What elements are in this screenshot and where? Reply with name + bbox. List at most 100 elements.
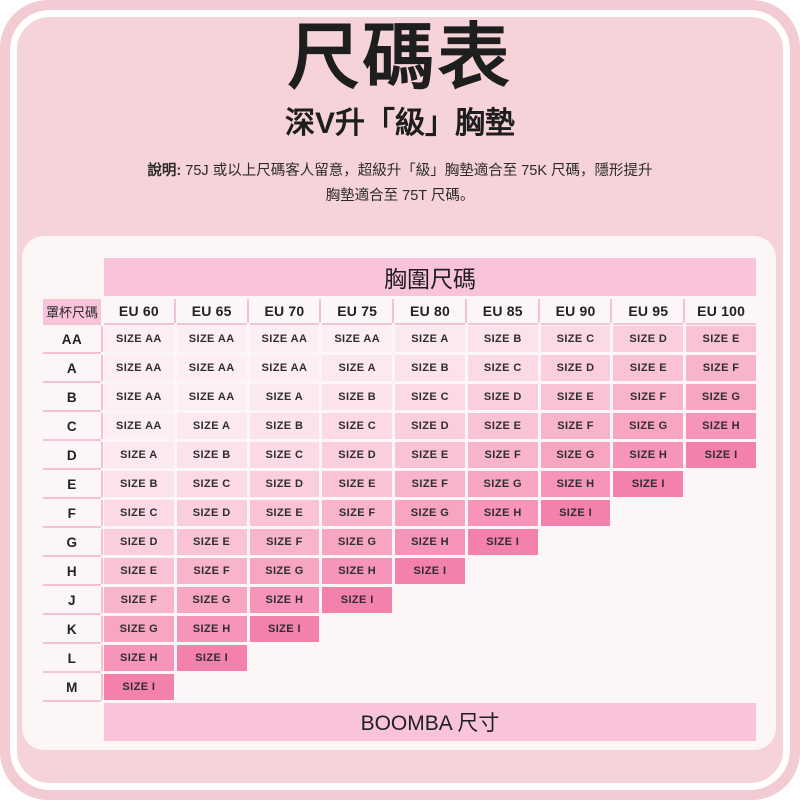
size-cell: SIZE F: [104, 587, 174, 613]
size-cell: SIZE I: [176, 645, 247, 671]
table-footer-blank: [43, 703, 101, 741]
size-cell: SIZE I: [322, 587, 393, 613]
size-cell: SIZE G: [395, 500, 465, 526]
size-cell: SIZE I: [540, 500, 611, 526]
empty-cell: [686, 674, 756, 700]
eu-column-header: EU 90: [541, 299, 611, 323]
size-cell: SIZE I: [686, 442, 756, 468]
empty-cell: [541, 674, 611, 700]
size-cell: SIZE AA: [176, 355, 247, 381]
note-label: 說明:: [147, 162, 182, 179]
size-cell: SIZE B: [467, 326, 538, 352]
size-cell: SIZE G: [686, 384, 756, 410]
empty-cell: [468, 558, 538, 584]
size-cell: SIZE C: [249, 442, 320, 468]
size-cell: SIZE D: [613, 326, 684, 352]
size-cell: SIZE G: [104, 616, 174, 642]
size-cell: SIZE D: [104, 529, 174, 555]
eu-column-header: EU 60: [104, 299, 174, 323]
header-section: 尺碼表 深V升「級」胸墊 說明: 75J 或以上尺碼客人留意，超級升「級」胸墊適…: [0, 0, 800, 209]
empty-cell: [613, 587, 683, 613]
size-cell: SIZE G: [540, 442, 611, 468]
cup-row-label: E: [43, 471, 101, 497]
empty-cell: [395, 616, 465, 642]
size-cell: SIZE G: [613, 413, 684, 439]
empty-cell: [468, 587, 538, 613]
size-cell: SIZE AA: [322, 326, 393, 352]
page-title: 尺碼表: [287, 18, 513, 98]
cup-row-label: G: [43, 529, 101, 555]
empty-cell: [541, 529, 611, 555]
size-cell: SIZE A: [176, 413, 247, 439]
size-cell: SIZE C: [540, 326, 611, 352]
empty-cell: [322, 674, 392, 700]
cup-size-header: 罩杯尺碼: [43, 299, 101, 323]
empty-cell: [541, 558, 611, 584]
size-cell: SIZE F: [395, 471, 465, 497]
empty-cell: [686, 645, 756, 671]
size-cell: SIZE AA: [176, 384, 247, 410]
page-subtitle: 深V升「級」胸墊: [284, 106, 515, 140]
size-cell: SIZE H: [613, 442, 684, 468]
size-cell: SIZE H: [467, 500, 538, 526]
size-cell: SIZE G: [249, 558, 320, 584]
empty-cell: [613, 500, 683, 526]
size-cell: SIZE H: [540, 471, 611, 497]
empty-cell: [686, 558, 756, 584]
empty-cell: [250, 674, 320, 700]
size-cell: SIZE C: [467, 355, 538, 381]
empty-cell: [468, 645, 538, 671]
empty-cell: [686, 587, 756, 613]
cup-row-label: AA: [43, 326, 101, 352]
size-cell: SIZE C: [104, 500, 174, 526]
size-cell: SIZE E: [686, 326, 756, 352]
size-cell: SIZE F: [540, 413, 611, 439]
size-cell: SIZE D: [540, 355, 611, 381]
size-cell: SIZE A: [104, 442, 174, 468]
size-cell: SIZE I: [104, 674, 174, 700]
size-cell: SIZE C: [322, 413, 393, 439]
note-line-1: 75J 或以上尺碼客人留意，超級升「級」胸墊適合至 75K 尺碼，隱形提升: [185, 162, 653, 179]
size-cell: SIZE D: [322, 442, 393, 468]
size-cell: SIZE E: [176, 529, 247, 555]
size-cell: SIZE A: [249, 384, 320, 410]
size-cell: SIZE F: [467, 442, 538, 468]
empty-cell: [541, 587, 611, 613]
size-cell: SIZE H: [322, 558, 393, 584]
empty-cell: [395, 645, 465, 671]
cup-row-label: K: [43, 616, 101, 642]
size-cell: SIZE I: [249, 616, 320, 642]
empty-cell: [613, 558, 683, 584]
size-cell: SIZE H: [176, 616, 247, 642]
empty-cell: [395, 587, 465, 613]
cup-row-label: B: [43, 384, 101, 410]
band-size-header: 胸圍尺碼: [104, 258, 756, 296]
size-cell: SIZE E: [395, 442, 465, 468]
size-cell: SIZE F: [613, 384, 684, 410]
eu-column-header: EU 80: [395, 299, 465, 323]
eu-column-header: EU 100: [686, 299, 756, 323]
size-cell: SIZE AA: [176, 326, 247, 352]
cup-row-label: M: [43, 674, 101, 700]
size-cell: SIZE B: [395, 355, 465, 381]
eu-column-header: EU 85: [468, 299, 538, 323]
empty-cell: [686, 616, 756, 642]
size-cell: SIZE E: [104, 558, 174, 584]
size-cell: SIZE D: [249, 471, 320, 497]
size-cell: SIZE B: [249, 413, 320, 439]
cup-row-label: L: [43, 645, 101, 671]
size-chart-card: 胸圍尺碼 罩杯尺碼 EU 60 EU 65 EU 70 EU 75 EU 80 EU 85 EU…: [22, 236, 776, 750]
size-chart-table: 胸圍尺碼 罩杯尺碼 EU 60 EU 65 EU 70 EU 75 EU 80 EU 85 EU…: [43, 258, 756, 741]
size-cell: SIZE C: [395, 384, 465, 410]
size-cell: SIZE AA: [104, 355, 174, 381]
eu-column-header: EU 75: [322, 299, 392, 323]
size-cell: SIZE AA: [249, 355, 320, 381]
eu-column-header: EU 70: [250, 299, 320, 323]
size-cell: SIZE H: [104, 645, 174, 671]
size-cell: SIZE H: [249, 587, 320, 613]
size-cell: SIZE D: [176, 500, 247, 526]
empty-cell: [395, 674, 465, 700]
cup-row-label: J: [43, 587, 101, 613]
empty-cell: [613, 529, 683, 555]
